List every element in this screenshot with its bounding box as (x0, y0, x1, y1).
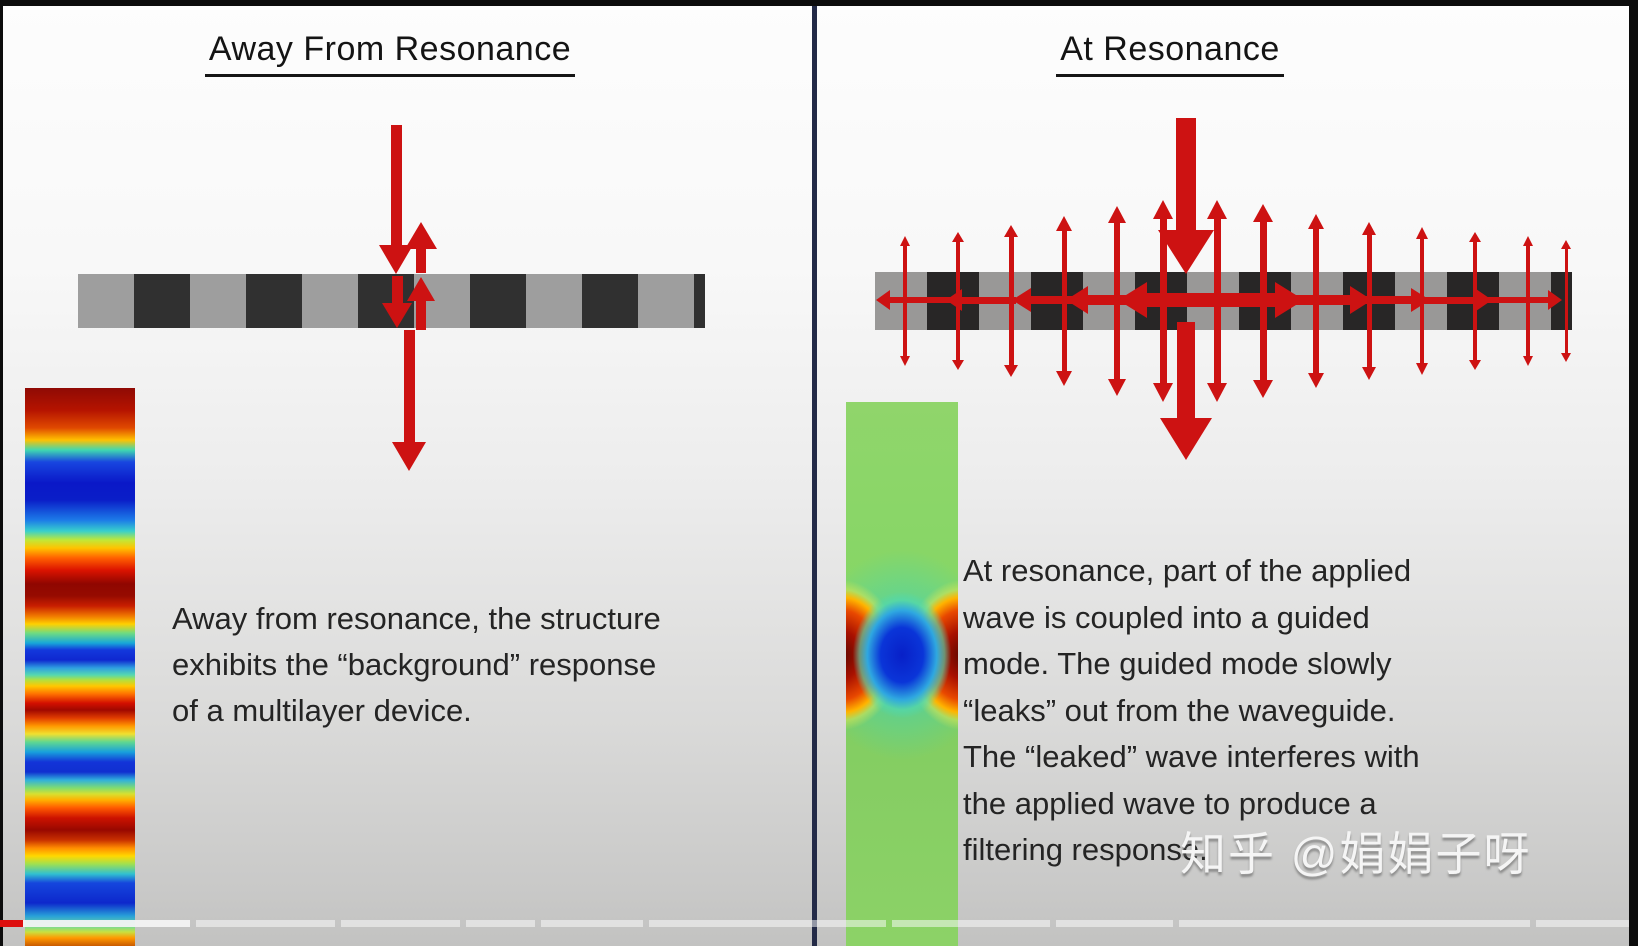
caption-line: mode. The guided mode slowly (963, 646, 1392, 681)
grating-structure-left (78, 274, 705, 328)
leaky-arrowhead-down (1207, 383, 1227, 402)
leaky-arrowhead-up (1308, 214, 1324, 229)
leaky-arrowhead-down (1004, 365, 1018, 377)
caption-line: “leaks” out from the waveguide. (963, 692, 1396, 728)
video-progress-bar[interactable] (0, 920, 1638, 927)
leaky-arrowhead-down (900, 356, 910, 366)
progress-segment-dim (341, 920, 460, 927)
incident-wave-arrow (391, 125, 402, 245)
caption-line: of a multilayer device. (172, 693, 472, 728)
leaky-arrowhead-up (900, 236, 910, 246)
left-panel-title: Away From Resonance (100, 30, 680, 77)
reflected-wave-arrowhead (405, 222, 437, 249)
leaky-arrowhead-up (1207, 200, 1227, 219)
leaky-arrowhead-down (1056, 371, 1072, 386)
reflected-wave-arrow (416, 248, 426, 273)
leaky-arrowhead-up (1362, 222, 1376, 235)
leaky-arrowhead-up (1108, 206, 1126, 223)
incident-wave-arrowhead-right (1158, 230, 1214, 274)
incident-wave-arrow-right (1176, 118, 1196, 230)
caption-line: filtering response. (963, 832, 1208, 867)
progress-segment-dim (196, 920, 335, 927)
progress-segment-dim (466, 920, 535, 927)
caption-line: the applied wave to produce a (963, 785, 1377, 821)
leaky-arrowhead-down (1362, 367, 1376, 380)
caption-line: wave is coupled into a guided (963, 599, 1370, 635)
progress-segment-dim (892, 920, 1050, 927)
left-edge (0, 0, 3, 946)
progress-segment-dim (1179, 920, 1530, 927)
caption-line: At resonance, part of the applied (963, 553, 1412, 588)
leaky-arrowhead-down (1153, 383, 1173, 402)
progress-segment-bright (23, 920, 190, 927)
right-panel-title: At Resonance (990, 30, 1350, 77)
grating-structure-right (875, 272, 1572, 330)
panel-divider (812, 0, 817, 946)
transmitted-wave-arrowhead-right (1160, 418, 1212, 460)
leaky-arrowhead-down (1416, 363, 1428, 375)
caption-line: exhibits the “background” response (172, 647, 657, 682)
transmitted-wave-arrowhead (392, 442, 426, 471)
leaky-arrowhead-down (1561, 353, 1571, 362)
leaky-arrowhead-down (1108, 379, 1126, 396)
progress-segment-dim (1056, 920, 1173, 927)
progress-segment-dim (541, 920, 643, 927)
leaky-arrowhead-down (1523, 356, 1533, 366)
right-panel-title-text: At Resonance (1056, 30, 1284, 77)
transmitted-wave-arrow-right (1177, 322, 1195, 418)
leaky-arrowhead-down (952, 360, 964, 370)
leaky-arrowhead-up (1153, 200, 1173, 219)
progress-segment-dim (649, 920, 886, 927)
incident-wave-arrowhead (379, 245, 413, 274)
leaky-arrowhead-up (1004, 225, 1018, 237)
field-plot-away-resonance (25, 388, 135, 946)
leaky-arrowhead-up (1469, 232, 1481, 242)
leaky-arrowhead-down (1469, 360, 1481, 370)
leaky-arrowhead-down (1253, 380, 1273, 398)
caption-line: The “leaked” wave interferes with (963, 739, 1420, 774)
progress-segment-dim (1536, 920, 1629, 927)
leaky-arrowhead-up (952, 232, 964, 242)
top-edge (0, 0, 1638, 6)
watermark: 知乎 @娟娟子呀 (1180, 828, 1532, 880)
leaky-arrowhead-up (1416, 227, 1428, 239)
field-plot-at-resonance (846, 402, 958, 946)
transmitted-wave-arrow (404, 330, 415, 442)
left-panel-title-text: Away From Resonance (204, 30, 576, 77)
right-edge (1629, 0, 1638, 946)
leaky-arrowhead-up (1056, 216, 1072, 231)
leaky-arrowhead-up (1253, 204, 1273, 222)
leaky-arrowhead-down (1308, 373, 1324, 388)
caption-line: Away from resonance, the structure (172, 601, 661, 636)
leaky-arrowhead-up (1523, 236, 1533, 246)
progress-segment-played (0, 920, 23, 927)
left-panel-caption: Away from resonance, the structure exhib… (172, 596, 661, 734)
leaky-arrowhead-up (1561, 240, 1571, 249)
right-panel-caption: At resonance, part of the applied wave i… (963, 548, 1420, 874)
